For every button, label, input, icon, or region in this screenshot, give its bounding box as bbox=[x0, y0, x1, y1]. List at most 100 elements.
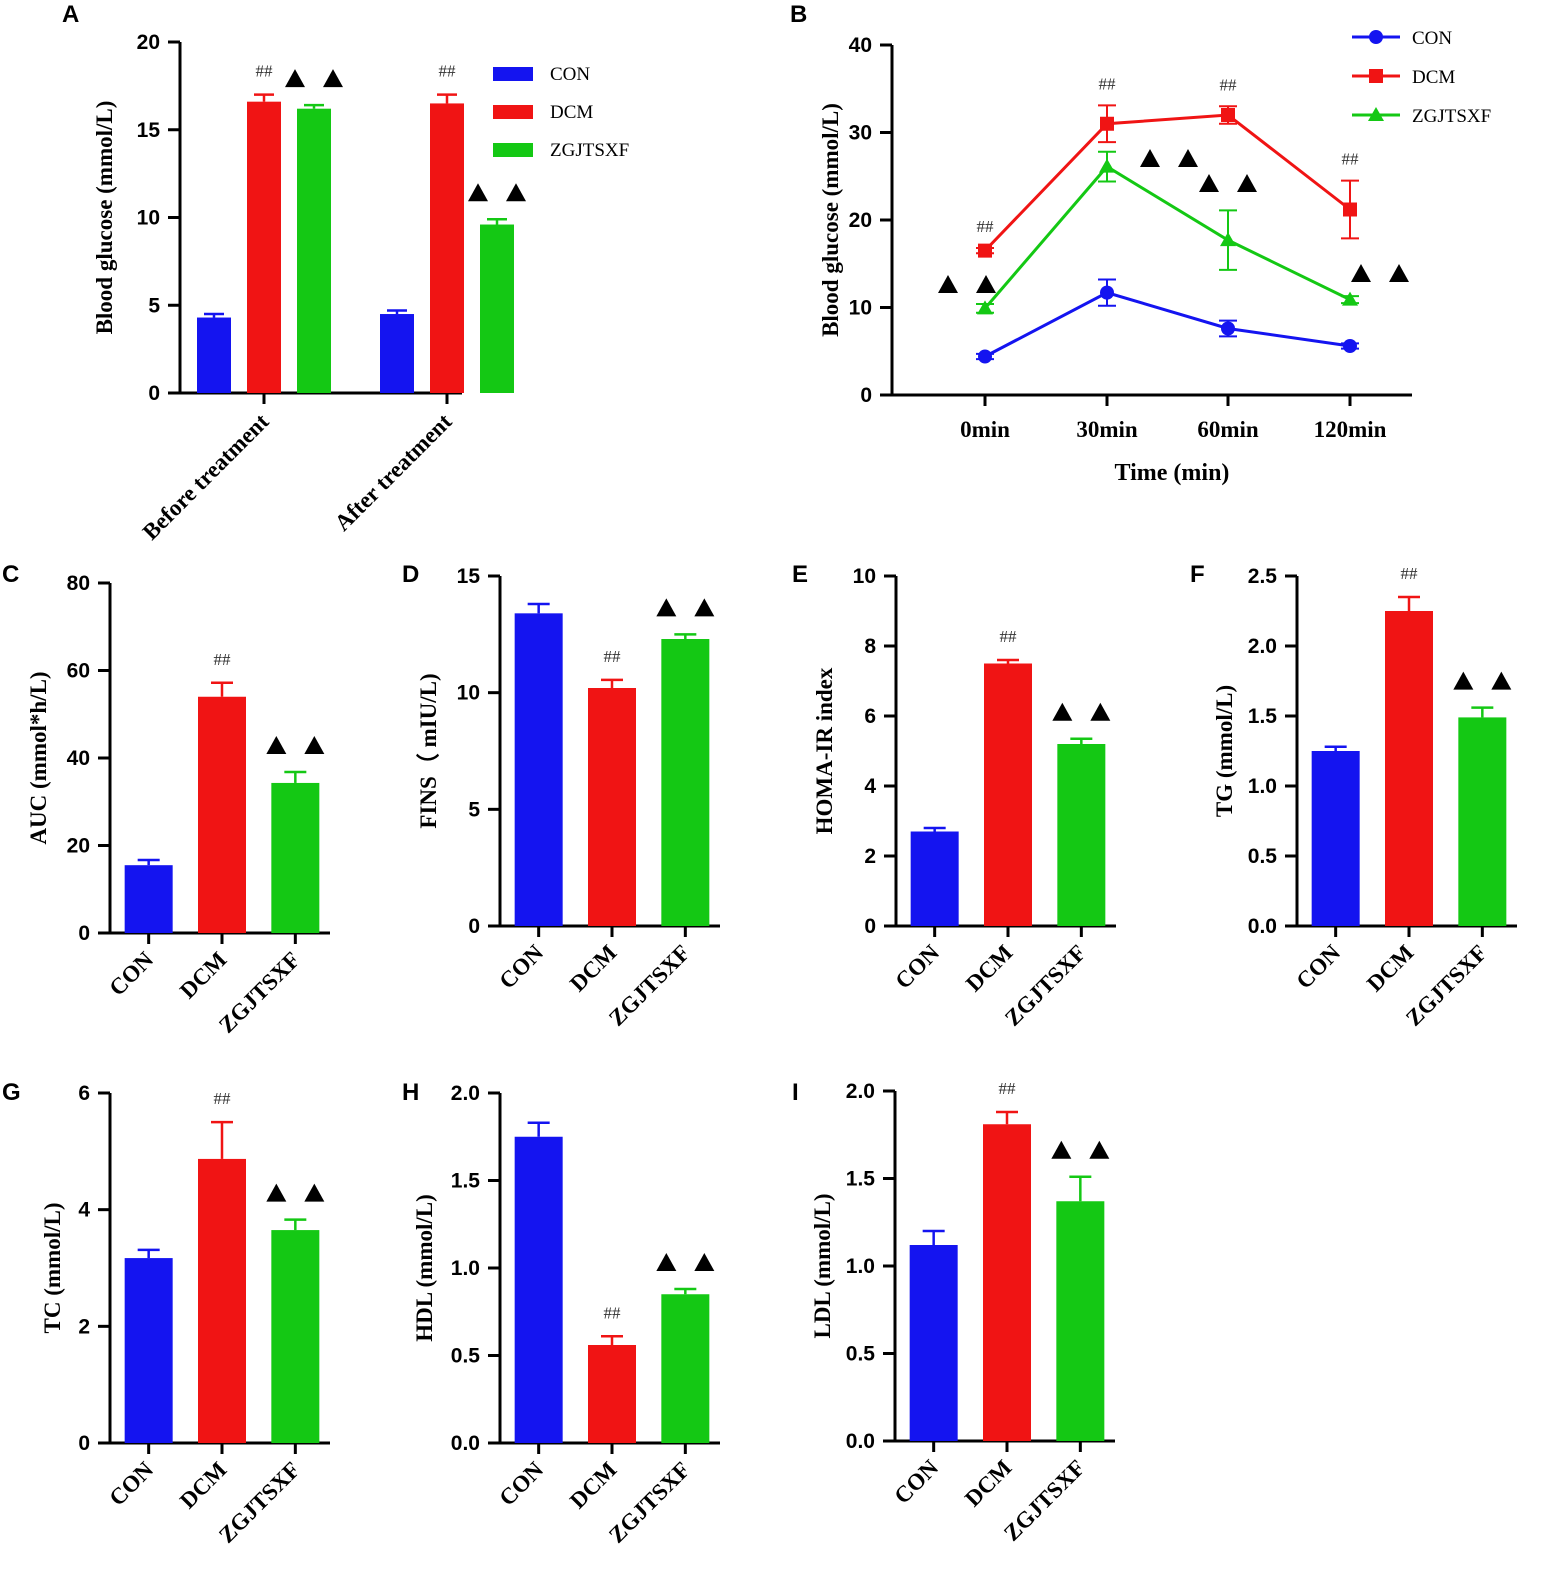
x-category-label: CON bbox=[494, 940, 548, 994]
x-category-label: CON bbox=[104, 1457, 158, 1511]
y-tick-label: 0 bbox=[78, 922, 90, 945]
significance-mark-triangle-1 bbox=[656, 598, 677, 617]
significance-mark-triangle-2 bbox=[1178, 149, 1198, 167]
legend: CON DCM ZGJTSXF bbox=[493, 64, 629, 161]
data-point bbox=[1100, 116, 1114, 131]
y-axis-title: Blood glucose (mmol/L) bbox=[92, 101, 117, 335]
legend-marker bbox=[1369, 30, 1383, 44]
significance-mark bbox=[1351, 264, 1409, 282]
panel-label: B bbox=[790, 1, 807, 28]
x-category-label: After treatment bbox=[330, 409, 457, 536]
significance-mark-triangle-2 bbox=[1237, 174, 1257, 192]
significance-mark-triangle-2 bbox=[304, 1183, 325, 1202]
y-tick-label: 0.0 bbox=[846, 1430, 875, 1453]
significance-mark-triangle-1 bbox=[285, 69, 305, 88]
significance-mark-triangle-2 bbox=[694, 1253, 715, 1271]
y-tick-label: 0.5 bbox=[1248, 845, 1278, 868]
x-category-label: ZGJTSXF bbox=[1000, 940, 1091, 1031]
panel-D: D 0 5 10 15 CON DCM ## ZGJTSXF FINS（ mIU/L) bbox=[402, 561, 720, 1031]
legend-marker bbox=[1368, 107, 1384, 121]
panel-label: G bbox=[2, 1079, 21, 1106]
panel-H: H 0.0 0.5 1.0 1.5 2.0 CON DCM ## ZGJTSXF HDL (mmol… bbox=[402, 1079, 720, 1548]
y-axis-title: TC (mmol/L) bbox=[40, 1203, 65, 1334]
y-tick-label: 80 bbox=[67, 572, 90, 595]
x-category-label: CON bbox=[494, 1457, 548, 1511]
bar-dcm bbox=[247, 101, 281, 394]
x-category-label: DCM bbox=[565, 1457, 622, 1514]
y-tick-label: 10 bbox=[849, 297, 872, 320]
legend-label: ZGJTSXF bbox=[550, 140, 629, 161]
bar-con bbox=[1311, 751, 1360, 926]
x-tick-label: 60min bbox=[1197, 417, 1259, 442]
series-con bbox=[976, 278, 1359, 364]
panel-label: A bbox=[62, 1, 79, 28]
y-tick-label: 5 bbox=[468, 798, 480, 821]
bar-dcm bbox=[1385, 611, 1433, 926]
bar-con bbox=[910, 831, 959, 926]
significance-mark bbox=[266, 736, 325, 754]
bar-con bbox=[380, 314, 414, 393]
y-tick-label: 10 bbox=[137, 207, 160, 230]
significance-mark bbox=[468, 183, 526, 202]
significance-mark-triangle-2 bbox=[304, 736, 325, 754]
significance-mark: ## bbox=[999, 1079, 1017, 1098]
bar-zgjtsxf bbox=[661, 1294, 710, 1443]
significance-mark-triangle-2 bbox=[506, 183, 526, 202]
significance-mark-triangle-1 bbox=[468, 183, 488, 202]
y-tick-label: 1.5 bbox=[846, 1168, 876, 1191]
y-tick-label: 2.0 bbox=[846, 1080, 875, 1103]
y-tick-label: 2.0 bbox=[1248, 635, 1277, 658]
significance-mark bbox=[285, 69, 343, 88]
x-category-label: ZGJTSXF bbox=[604, 1457, 695, 1548]
legend-label: ZGJTSXF bbox=[1412, 106, 1491, 127]
y-tick-label: 5 bbox=[148, 294, 160, 317]
x-category-label: CON bbox=[890, 940, 944, 994]
x-category-label: CON bbox=[1291, 940, 1345, 994]
significance-mark: ## bbox=[214, 650, 232, 669]
panel-E: E 0 2 4 6 8 10 CON DCM ## ZGJTSXF HOMA-IR index bbox=[792, 561, 1116, 1031]
y-tick-label: 1.0 bbox=[846, 1255, 875, 1278]
significance-mark-triangle-2 bbox=[976, 275, 996, 293]
bar-con bbox=[197, 317, 231, 393]
significance-mark-triangle-2 bbox=[694, 598, 715, 617]
panel-I: I 0.0 0.5 1.0 1.5 2.0 CON DCM ## ZGJTSXF LDL (mmol… bbox=[792, 1079, 1115, 1546]
data-point bbox=[1221, 321, 1235, 336]
bar-zgjtsxf bbox=[480, 224, 514, 393]
series-line bbox=[983, 164, 1351, 310]
legend-label: DCM bbox=[1412, 67, 1455, 88]
significance-mark: ## bbox=[604, 647, 622, 666]
bar-zgjtsxf bbox=[1458, 717, 1507, 926]
significance-mark-triangle-1 bbox=[1052, 702, 1073, 721]
significance-mark-triangle-1 bbox=[266, 1183, 287, 1202]
y-tick-label: 1.0 bbox=[1248, 775, 1277, 798]
x-category-label: DCM bbox=[961, 940, 1018, 997]
y-tick-label: 0 bbox=[148, 382, 160, 405]
legend-label: CON bbox=[1412, 28, 1452, 49]
panel-label: E bbox=[792, 561, 808, 588]
y-tick-label: 0.5 bbox=[451, 1345, 481, 1368]
significance-mark: ## bbox=[1099, 74, 1117, 93]
y-tick-label: 0 bbox=[468, 915, 480, 938]
significance-mark bbox=[1199, 174, 1257, 192]
significance-mark bbox=[266, 1183, 325, 1202]
panel-label: H bbox=[402, 1079, 419, 1106]
significance-mark-triangle-2 bbox=[1491, 671, 1512, 690]
series-line bbox=[984, 291, 1351, 358]
x-category-label: DCM bbox=[175, 1457, 232, 1514]
y-tick-label: 4 bbox=[78, 1199, 90, 1222]
data-point bbox=[1343, 202, 1357, 217]
significance-mark-triangle-1 bbox=[1453, 671, 1474, 690]
data-point bbox=[1221, 108, 1235, 122]
bar-dcm bbox=[588, 688, 636, 926]
significance-mark-triangle-2 bbox=[1089, 1140, 1110, 1159]
bar-zgjtsxf bbox=[271, 1230, 320, 1443]
y-axis-title: HOMA-IR index bbox=[812, 667, 837, 834]
y-tick-label: 0.0 bbox=[451, 1432, 480, 1455]
x-category-label: ZGJTSXF bbox=[214, 1457, 305, 1548]
panel-B: B 0 10 20 30 40 0min 30min 60min 120min Time (min)… bbox=[790, 1, 1491, 486]
y-tick-label: 1.5 bbox=[1248, 705, 1278, 728]
y-axis-title: HDL (mmol/L) bbox=[412, 1194, 437, 1342]
legend-swatch-dcm bbox=[493, 105, 533, 119]
panel-G: G 0 2 4 6 CON DCM ## ZGJTSXF TC (mmol/L) bbox=[2, 1079, 330, 1548]
